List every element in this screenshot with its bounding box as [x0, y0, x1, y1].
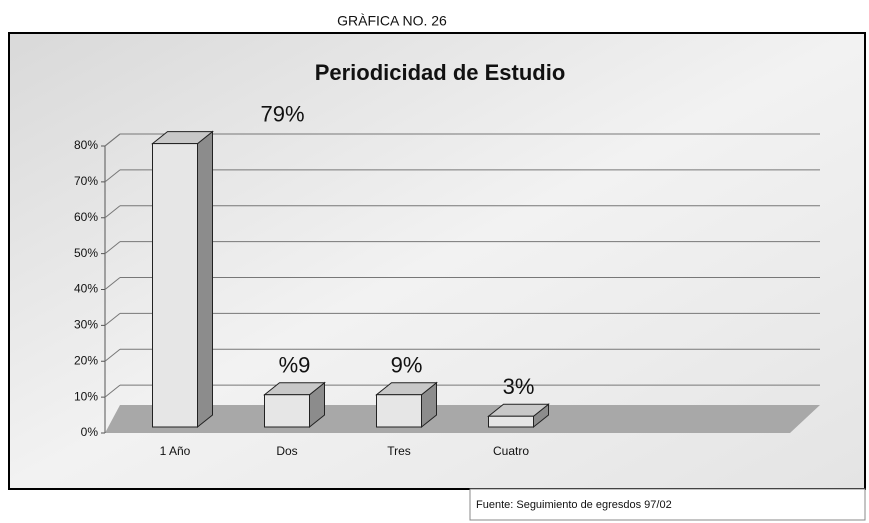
y-tick-label: 20% — [74, 353, 98, 367]
grid-line — [104, 348, 121, 362]
value-label: %9 — [279, 353, 311, 378]
grid-line — [104, 241, 121, 255]
x-tick-label: Cuatro — [493, 444, 529, 458]
source-box — [469, 488, 866, 521]
x-tick-label: Dos — [276, 444, 297, 458]
y-tick-label: 80% — [74, 138, 98, 152]
y-tick-label: 70% — [74, 174, 98, 188]
bar-front — [264, 394, 310, 428]
value-label: 79% — [260, 101, 304, 126]
value-label: 9% — [391, 353, 423, 378]
x-tick-label: Tres — [387, 444, 411, 458]
source-note: Fuente: Seguimiento de egresdos 97/02 — [476, 499, 672, 511]
grid-line — [104, 205, 121, 219]
x-tick-label: 1 Año — [160, 444, 191, 458]
chart-caption: GRÀFICA NO. 26 — [337, 13, 447, 29]
chart-title: Periodicidad de Estudio — [315, 60, 566, 85]
bar — [263, 381, 326, 429]
bar-front — [376, 394, 422, 428]
y-tick-label: 50% — [74, 246, 98, 260]
bar-side — [197, 130, 213, 429]
grid-line — [104, 169, 121, 183]
y-tick-label: 0% — [81, 425, 99, 439]
grid-line — [104, 312, 121, 326]
value-label: 3% — [503, 374, 535, 399]
bar — [151, 130, 214, 429]
y-tick-label: 60% — [74, 210, 98, 224]
y-tick-label: 10% — [74, 389, 98, 403]
y-tick-label: 30% — [74, 318, 98, 332]
bar — [487, 403, 550, 429]
grid-line — [104, 133, 121, 147]
grid-line — [104, 277, 121, 290]
bar-front — [488, 415, 534, 428]
grid-line — [104, 384, 121, 398]
bar-front — [152, 143, 198, 428]
bar — [375, 381, 438, 429]
y-tick-label: 40% — [74, 282, 98, 296]
